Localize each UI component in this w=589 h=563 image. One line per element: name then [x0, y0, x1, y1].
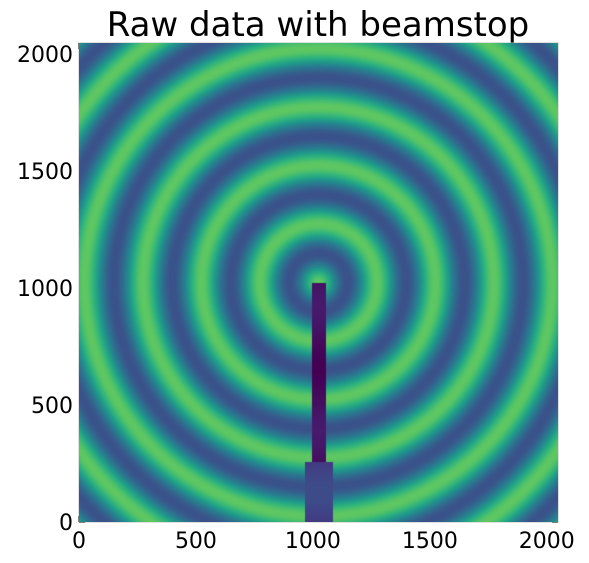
x-tick-label: 2000 [519, 529, 575, 554]
y-tick-label: 1500 [17, 160, 73, 185]
x-axis: 0 500 1000 1500 2000 [72, 43, 575, 554]
x-tick-label: 500 [175, 529, 217, 554]
y-tick-label: 2000 [17, 43, 73, 68]
y-tick-label: 1000 [17, 277, 73, 302]
chart-title: Raw data with beamstop [107, 5, 530, 45]
y-tick-label: 500 [31, 394, 73, 419]
y-axis: 0 500 1000 1500 2000 [17, 43, 558, 536]
heatmap-image [79, 43, 558, 522]
x-tick-label: 1500 [402, 529, 458, 554]
x-tick-label: 1000 [285, 529, 341, 554]
x-tick-label: 0 [72, 529, 86, 554]
y-tick-label: 0 [59, 511, 73, 536]
